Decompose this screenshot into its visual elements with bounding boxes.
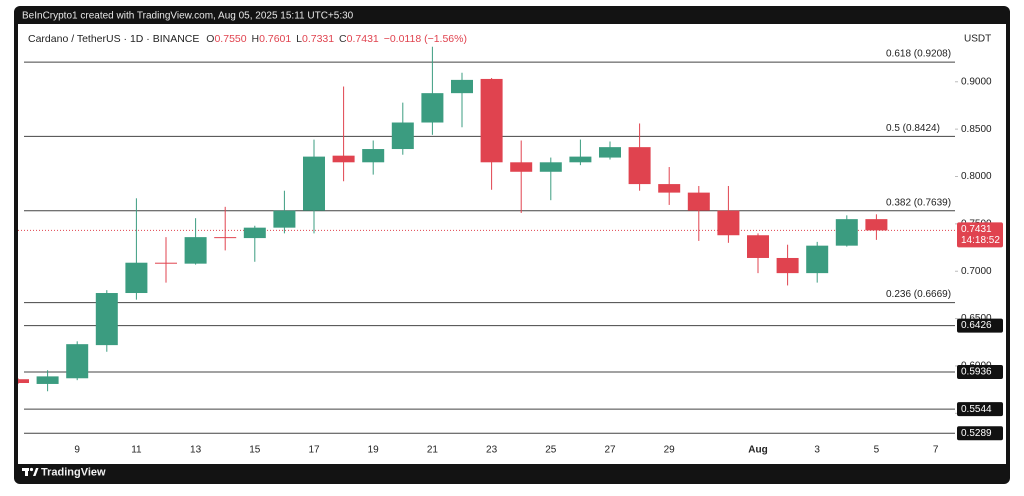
- level-box: [957, 402, 1003, 417]
- ohlc-value: 0.7431: [347, 33, 379, 45]
- ohlc-value: 0.7331: [302, 33, 334, 45]
- candle-body: [66, 344, 89, 379]
- symbol: Cardano / TetherUS · 1D · BINANCE: [28, 33, 199, 45]
- y-tick-label: 0.7000: [961, 266, 992, 277]
- candle-body: [184, 237, 207, 264]
- x-tick-label: 15: [249, 445, 261, 456]
- candle-body: [332, 155, 355, 163]
- level-box: [957, 318, 1003, 333]
- x-tick-label: 21: [427, 445, 439, 456]
- tv-logo: [22, 467, 39, 476]
- candle-body: [569, 156, 592, 163]
- candle-body: [599, 147, 621, 158]
- level-label: 0.6426: [961, 320, 992, 331]
- fib-label: 0.618 (0.9208): [886, 49, 951, 60]
- y-axis-unit: USDT: [964, 34, 991, 45]
- candles: [18, 46, 888, 392]
- fib-label: 0.5 (0.8424): [886, 123, 940, 134]
- candle-body: [539, 162, 562, 172]
- candle-body: [421, 93, 444, 123]
- change: −0.0118 (−1.56%): [384, 33, 467, 45]
- x-tick-label: 29: [664, 445, 676, 456]
- candle-body: [95, 293, 118, 346]
- candle-body: [806, 245, 829, 274]
- legend: Cardano / TetherUS · 1D · BINANCE O0.755…: [28, 33, 467, 45]
- candle-body: [18, 379, 29, 384]
- x-tick-label: 11: [131, 445, 142, 456]
- candle-body: [835, 219, 858, 246]
- ohlc-key: C: [339, 33, 347, 45]
- x-tick-label: 3: [814, 445, 820, 456]
- candle-body: [36, 376, 59, 384]
- level-box: [957, 426, 1003, 441]
- candle-body: [273, 210, 296, 228]
- level-label: 0.5289: [961, 428, 992, 439]
- candle-body: [391, 122, 414, 150]
- x-tick-label: 27: [604, 445, 616, 456]
- y-tick-label: 0.8000: [961, 171, 992, 182]
- ohlc-key: H: [252, 33, 260, 45]
- ohlc-value: 0.7550: [214, 33, 246, 45]
- x-tick-label: 25: [545, 445, 557, 456]
- candle-body: [125, 262, 148, 294]
- x-tick-label: 17: [308, 445, 320, 456]
- x-tick-label: 19: [368, 445, 380, 456]
- x-tick-label: 23: [486, 445, 498, 456]
- level-label: 0.5544: [961, 404, 992, 415]
- x-tick-label: 13: [190, 445, 202, 456]
- candle-body: [717, 210, 740, 236]
- y-tick-label: 0.9000: [961, 76, 992, 87]
- last-price-label: 0.7431: [961, 224, 992, 235]
- logo-part: [33, 468, 39, 476]
- fib-label: 0.382 (0.7639): [886, 197, 951, 208]
- candle-body: [243, 227, 266, 239]
- candle-body: [480, 78, 503, 163]
- logo-part: [29, 467, 34, 472]
- brand: TradingView: [41, 466, 106, 478]
- x-tick-label: 5: [874, 445, 880, 456]
- ohlc-value: 0.7601: [259, 33, 291, 45]
- logo-part: [25, 468, 28, 476]
- candle-body: [776, 257, 799, 274]
- y-tick-label: 0.8500: [961, 124, 992, 135]
- ohlc-key: L: [296, 33, 302, 45]
- candle-body: [510, 162, 533, 172]
- level-label: 0.5936: [961, 367, 992, 378]
- candle-body: [303, 156, 325, 211]
- candle-body: [747, 235, 769, 258]
- candle-body: [362, 149, 385, 163]
- last-price-box: [957, 222, 1003, 248]
- fib-label: 0.236 (0.6669): [886, 289, 951, 300]
- candle-body: [214, 237, 237, 239]
- candle-body: [658, 184, 681, 193]
- candle-body: [865, 219, 888, 231]
- candle-body: [628, 147, 651, 185]
- x-tick-label: 7: [933, 445, 939, 456]
- x-tick-label: Aug: [748, 445, 767, 456]
- candle-body: [451, 79, 473, 94]
- level-box: [957, 365, 1003, 380]
- attribution: BeInCrypto1 created with TradingView.com…: [22, 11, 354, 22]
- countdown: 14:18:52: [961, 235, 1000, 246]
- candle-body: [155, 262, 177, 264]
- x-tick-label: 9: [74, 445, 80, 456]
- ohlc-key: O: [206, 33, 214, 45]
- candle-body: [687, 192, 710, 211]
